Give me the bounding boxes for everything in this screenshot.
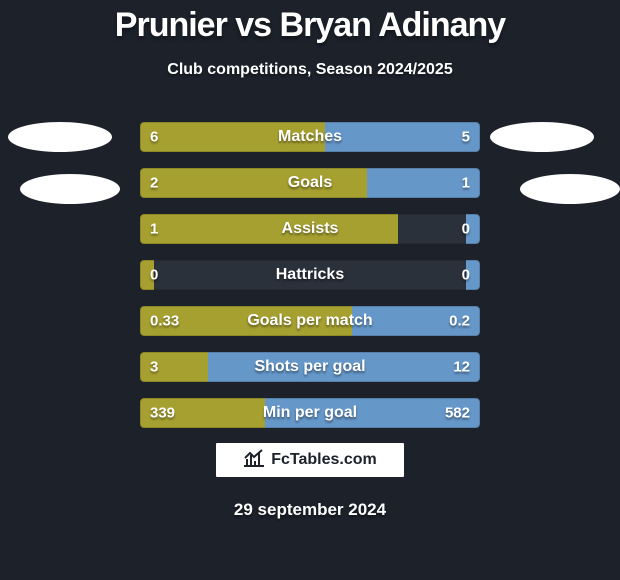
brand-badge: FcTables.com (215, 442, 405, 478)
decor-ellipse (490, 122, 594, 152)
decor-ellipse (520, 174, 620, 204)
date-text: 29 september 2024 (0, 500, 620, 520)
metric-label: Goals per match (140, 312, 480, 330)
metric-label: Assists (140, 220, 480, 238)
metric-row: 339582Min per goal (140, 398, 480, 428)
metric-label: Matches (140, 128, 480, 146)
metric-bars: 65Matches 21Goals 10Assists 00Hattricks 0.33… (140, 122, 480, 444)
chart-icon (243, 449, 265, 472)
metric-row: 10Assists (140, 214, 480, 244)
page-subtitle: Club competitions, Season 2024/2025 (0, 61, 620, 79)
metric-row: 21Goals (140, 168, 480, 198)
decor-ellipse (20, 174, 120, 204)
metric-row: 0.330.2Goals per match (140, 306, 480, 336)
brand-text: FcTables.com (271, 451, 377, 469)
comparison-stage: Prunier vs Bryan Adinany Club competitio… (0, 0, 620, 580)
metric-label: Hattricks (140, 266, 480, 284)
metric-row: 65Matches (140, 122, 480, 152)
metric-label: Min per goal (140, 404, 480, 422)
metric-label: Goals (140, 174, 480, 192)
metric-row: 312Shots per goal (140, 352, 480, 382)
page-title: Prunier vs Bryan Adinany (0, 0, 620, 45)
decor-ellipse (8, 122, 112, 152)
metric-row: 00Hattricks (140, 260, 480, 290)
metric-label: Shots per goal (140, 358, 480, 376)
